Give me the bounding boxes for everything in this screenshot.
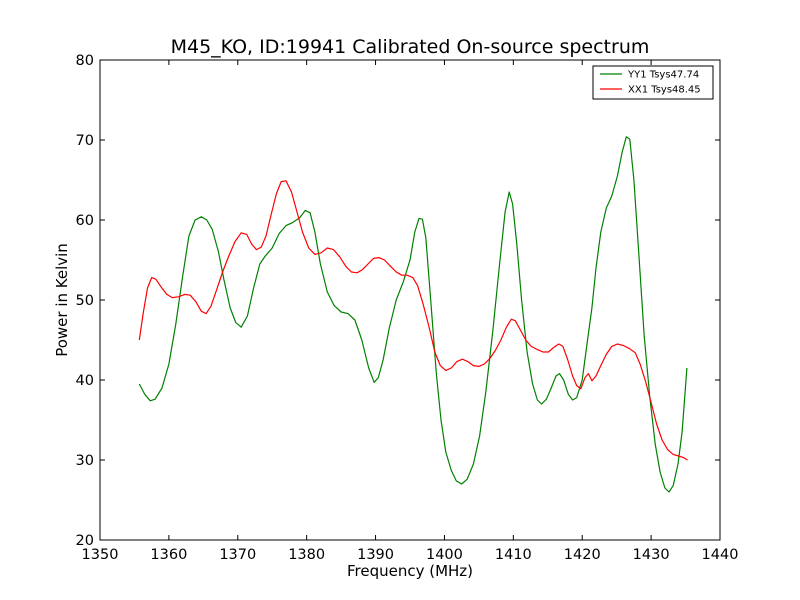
x-tick-label: 1420 [564, 547, 601, 563]
y-tick-label: 60 [76, 213, 94, 229]
x-axis-label: Frequency (MHz) [347, 562, 473, 580]
y-tick-label: 70 [76, 133, 94, 149]
legend-box [592, 65, 714, 100]
x-tick-label: 1390 [357, 547, 394, 563]
x-tick-label: 1410 [495, 547, 532, 563]
plot-area: 1350 1360 1370 1380 1390 1400 1410 1420 1430 1440… [76, 53, 739, 563]
x-tick-label: 1350 [82, 547, 119, 563]
y-axis-label: Power in Kelvin [53, 243, 71, 357]
x-tick-label: 1360 [150, 547, 187, 563]
y-tick-label: 40 [76, 373, 94, 389]
chart-title: M45_KO, ID:19941 Calibrated On-source sp… [171, 36, 650, 58]
x-tick-label: 1380 [288, 547, 325, 563]
x-tick-label: 1400 [426, 547, 463, 563]
legend-label-yy1: YY1 Tsys47.74 [627, 70, 699, 81]
series-line-0 [138, 136, 688, 493]
y-tick-label: 50 [76, 293, 94, 309]
legend: YY1 Tsys47.74 XX1 Tsys48.45 [592, 65, 714, 100]
legend-label-xx1: XX1 Tsys48.45 [628, 85, 701, 96]
y-tick-label: 20 [76, 533, 94, 549]
x-tick-label: 1370 [219, 547, 256, 563]
y-tick-label: 30 [76, 453, 94, 469]
x-tick-label: 1440 [702, 547, 739, 563]
y-tick-label: 80 [76, 53, 94, 69]
x-tick-label: 1430 [633, 547, 670, 563]
series-line-1 [138, 180, 688, 461]
